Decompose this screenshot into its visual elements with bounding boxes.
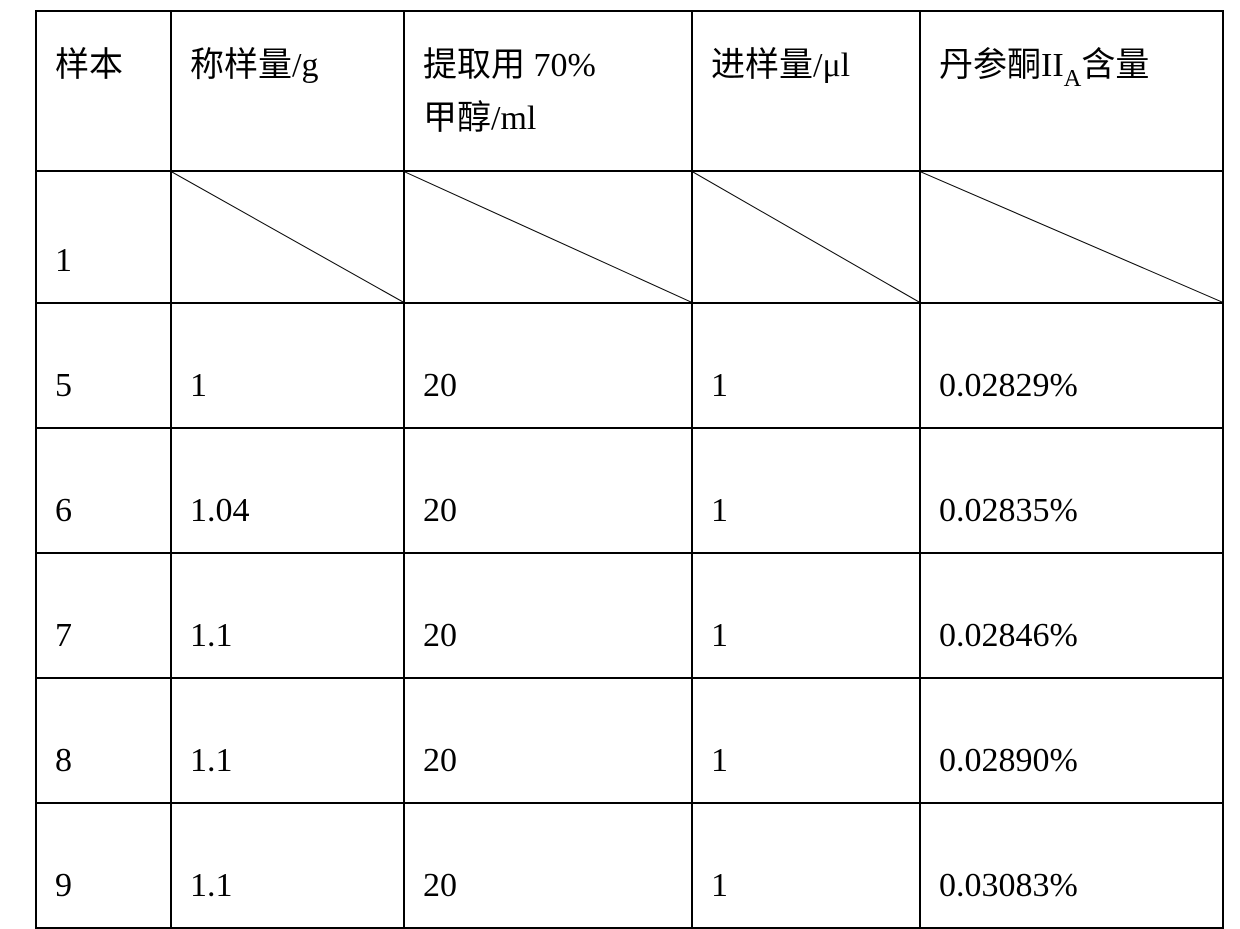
cell-sample: 9 [36, 803, 171, 928]
cell-weight: 1.1 [171, 803, 404, 928]
page: 样本 称样量/g 提取用 70% 甲醇/ml 进样量/μl 丹参酮IIA含量 1 [0, 0, 1240, 910]
col-header-methanol-line1: 提取用 70% [423, 47, 596, 84]
cell-injection: 1 [692, 803, 920, 928]
diagonal-icon [172, 172, 403, 302]
col-header-methanol: 提取用 70% 甲醇/ml [404, 11, 692, 171]
table-row: 8 1.1 20 1 0.02890% [36, 678, 1223, 803]
col-header-weight: 称样量/g [171, 11, 404, 171]
cell-content: 0.02829% [920, 303, 1223, 428]
diagonal-icon [405, 172, 691, 302]
col-header-content: 丹参酮IIA含量 [920, 11, 1223, 171]
cell-diagonal [171, 171, 404, 303]
cell-weight: 1 [171, 303, 404, 428]
diagonal-icon [921, 172, 1222, 302]
cell-injection: 1 [692, 678, 920, 803]
cell-sample: 6 [36, 428, 171, 553]
cell-diagonal [404, 171, 692, 303]
col-header-methanol-line2: 甲醇/ml [423, 100, 536, 137]
data-table: 样本 称样量/g 提取用 70% 甲醇/ml 进样量/μl 丹参酮IIA含量 1 [35, 10, 1224, 929]
cell-methanol: 20 [404, 803, 692, 928]
cell-methanol: 20 [404, 678, 692, 803]
cell-injection: 1 [692, 303, 920, 428]
table-row: 9 1.1 20 1 0.03083% [36, 803, 1223, 928]
col-header-content-sub: A [1064, 65, 1082, 92]
cell-diagonal [920, 171, 1223, 303]
cell-content: 0.02846% [920, 553, 1223, 678]
table-row: 5 1 20 1 0.02829% [36, 303, 1223, 428]
table-header-row: 样本 称样量/g 提取用 70% 甲醇/ml 进样量/μl 丹参酮IIA含量 [36, 11, 1223, 171]
cell-content: 0.03083% [920, 803, 1223, 928]
cell-sample: 7 [36, 553, 171, 678]
cell-weight: 1.1 [171, 553, 404, 678]
cell-injection: 1 [692, 428, 920, 553]
col-header-sample: 样本 [36, 11, 171, 171]
table-row: 7 1.1 20 1 0.02846% [36, 553, 1223, 678]
col-header-content-post: 含量 [1081, 47, 1149, 84]
cell-weight: 1.1 [171, 678, 404, 803]
cell-sample: 8 [36, 678, 171, 803]
table-row: 6 1.04 20 1 0.02835% [36, 428, 1223, 553]
cell-content: 0.02890% [920, 678, 1223, 803]
table-row: 1 [36, 171, 1223, 303]
cell-sample: 5 [36, 303, 171, 428]
cell-sample: 1 [36, 171, 171, 303]
col-header-content-pre: 丹参酮II [939, 47, 1064, 84]
cell-diagonal [692, 171, 920, 303]
cell-content: 0.02835% [920, 428, 1223, 553]
col-header-injection: 进样量/μl [692, 11, 920, 171]
cell-methanol: 20 [404, 428, 692, 553]
cell-injection: 1 [692, 553, 920, 678]
cell-weight: 1.04 [171, 428, 404, 553]
cell-methanol: 20 [404, 303, 692, 428]
diagonal-icon [693, 172, 919, 302]
cell-methanol: 20 [404, 553, 692, 678]
